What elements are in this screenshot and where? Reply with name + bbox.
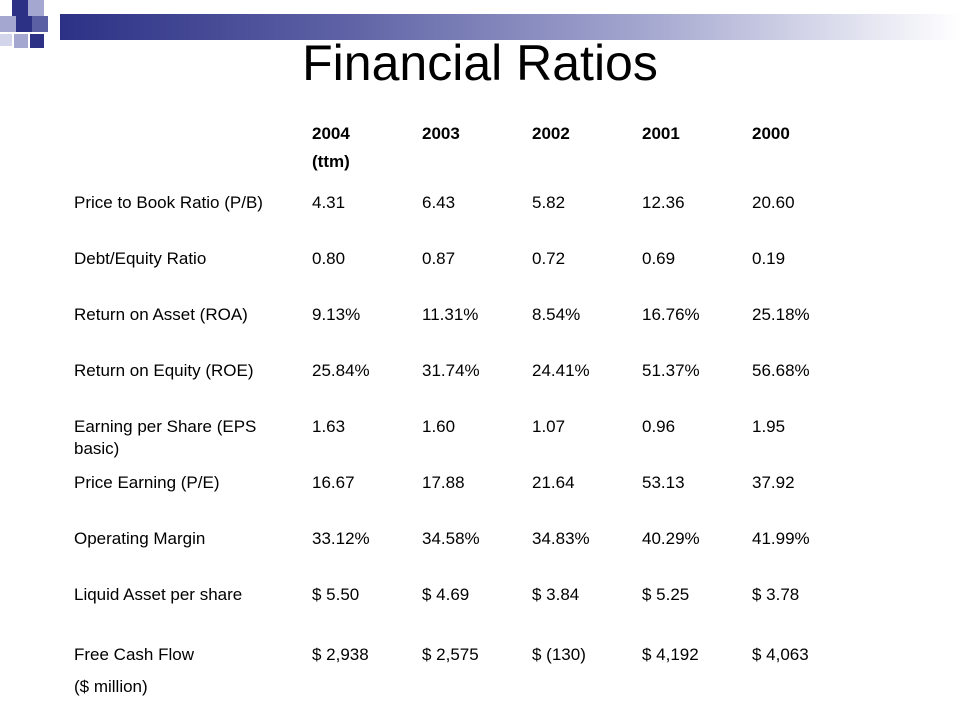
column-year: 2004 — [312, 124, 350, 143]
table-cell: $ 4,063 — [752, 645, 809, 664]
table-cell: 8.54% — [532, 305, 581, 324]
table-cell: 16.67 — [312, 473, 355, 492]
table-cell: 24.41% — [532, 361, 590, 380]
deco-square — [16, 16, 32, 32]
table-cell: $ 4.69 — [422, 585, 470, 604]
table-cell: 20.60 — [752, 193, 795, 212]
table-cell: 17.88 — [422, 473, 465, 492]
table-cell: $ 2,938 — [312, 645, 369, 664]
column-note: (ttm) — [312, 152, 350, 171]
deco-square — [30, 34, 44, 48]
financial-ratios-table: 2004 (ttm) 2003 2002 2001 2000 Price to … — [68, 112, 856, 698]
table-cell: 56.68% — [752, 361, 810, 380]
table-row: Price to Book Ratio (P/B) 4.31 6.43 5.82… — [68, 186, 856, 242]
row-label: Free Cash Flow — [74, 645, 194, 664]
column-year: 2001 — [642, 124, 680, 143]
table-cell: 0.72 — [532, 249, 566, 268]
table-row: Price Earning (P/E) 16.67 17.88 21.64 53… — [68, 466, 856, 522]
slide-title: Financial Ratios — [302, 35, 658, 91]
table-cell: 34.58% — [422, 529, 480, 548]
row-label: Return on Asset (ROA) — [74, 305, 248, 324]
column-header: 2001 — [636, 112, 746, 186]
table-cell: 53.13 — [642, 473, 685, 492]
table-cell: 9.13% — [312, 305, 361, 324]
column-year: 2003 — [422, 124, 460, 143]
table-cell: 1.07 — [532, 417, 566, 436]
table-cell: 0.87 — [422, 249, 456, 268]
table-cell: 16.76% — [642, 305, 700, 324]
table-cell: 11.31% — [422, 305, 479, 324]
table-cell: 33.12% — [312, 529, 370, 548]
table-cell: 0.69 — [642, 249, 676, 268]
table-cell: 4.31 — [312, 193, 346, 212]
row-label: Operating Margin — [74, 529, 206, 548]
table-cell: $ (130) — [532, 645, 586, 664]
deco-square — [32, 16, 48, 32]
deco-square — [0, 16, 16, 32]
table-cell: 12.36 — [642, 193, 685, 212]
row-label-cell: Free Cash Flow ($ million) — [68, 634, 306, 698]
table-row: Operating Margin 33.12% 34.58% 34.83% 40… — [68, 522, 856, 578]
column-header: 2004 (ttm) — [306, 112, 416, 186]
table-cell: 1.95 — [752, 417, 786, 436]
table-cell: 25.84% — [312, 361, 370, 380]
table-cell: $ 5.50 — [312, 585, 360, 604]
table-row: Return on Asset (ROA) 9.13% 11.31% 8.54%… — [68, 298, 856, 354]
row-label: Debt/Equity Ratio — [74, 249, 207, 268]
table-cell: 0.19 — [752, 249, 786, 268]
table-row: Free Cash Flow ($ million) $ 2,938 $ 2,5… — [68, 634, 856, 698]
row-label: Liquid Asset per share — [74, 585, 243, 604]
table-cell: $ 2,575 — [422, 645, 479, 664]
table-cell: $ 4,192 — [642, 645, 699, 664]
column-year: 2000 — [752, 124, 790, 143]
row-label: Price Earning (P/E) — [74, 473, 220, 492]
table-cell: $ 3.84 — [532, 585, 580, 604]
table-cell: $ 5.25 — [642, 585, 690, 604]
column-header: 2003 — [416, 112, 526, 186]
table-cell: 41.99% — [752, 529, 810, 548]
table-cell: 40.29% — [642, 529, 700, 548]
table-cell: 0.96 — [642, 417, 676, 436]
column-header: 2000 — [746, 112, 856, 186]
column-header: 2002 — [526, 112, 636, 186]
row-sublabel: ($ million) — [74, 677, 148, 696]
deco-square — [14, 34, 28, 48]
table-cell: 34.83% — [532, 529, 590, 548]
deco-square — [12, 0, 28, 16]
deco-square — [28, 0, 44, 16]
table-header-row: 2004 (ttm) 2003 2002 2001 2000 — [68, 112, 856, 186]
table-cell: 1.60 — [422, 417, 456, 436]
table-cell: 5.82 — [532, 193, 566, 212]
table-row: Debt/Equity Ratio 0.80 0.87 0.72 0.69 0.… — [68, 242, 856, 298]
column-year: 2002 — [532, 124, 570, 143]
table-cell: 1.63 — [312, 417, 346, 436]
table-row: Earning per Share (EPS basic) 1.63 1.60 … — [68, 410, 856, 466]
table-cell: 31.74% — [422, 361, 480, 380]
header-gradient-bar — [60, 14, 960, 40]
table-cell: 6.43 — [422, 193, 456, 212]
deco-square — [0, 34, 12, 46]
row-label: Earning per Share (EPS basic) — [74, 417, 257, 458]
table-cell: 51.37% — [642, 361, 700, 380]
table-cell: 21.64 — [532, 473, 575, 492]
table-cell: 37.92 — [752, 473, 795, 492]
table-cell: 25.18% — [752, 305, 810, 324]
row-label: Price to Book Ratio (P/B) — [74, 193, 263, 212]
table-cell: 0.80 — [312, 249, 346, 268]
table-row: Liquid Asset per share $ 5.50 $ 4.69 $ 3… — [68, 578, 856, 634]
row-label: Return on Equity (ROE) — [74, 361, 254, 380]
table-cell: $ 3.78 — [752, 585, 800, 604]
table-row: Return on Equity (ROE) 25.84% 31.74% 24.… — [68, 354, 856, 410]
header-corner-cell — [68, 112, 306, 186]
